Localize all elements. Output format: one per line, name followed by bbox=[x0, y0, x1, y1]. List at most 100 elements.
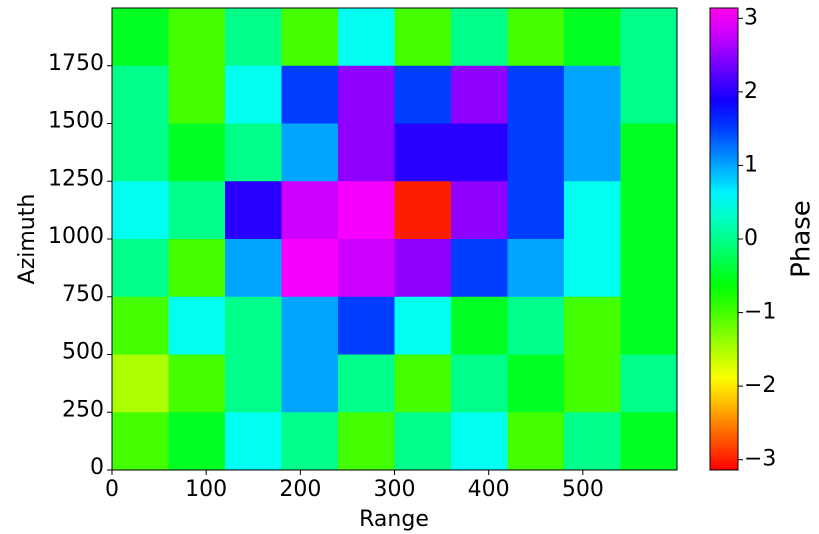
heatmap-cell bbox=[451, 355, 508, 413]
heatmap-cell bbox=[338, 66, 395, 124]
heatmap-cell bbox=[508, 412, 565, 470]
y-tick-label: 500 bbox=[62, 340, 104, 365]
y-tick-label: 1500 bbox=[48, 109, 104, 134]
colorbar-tick-label: −3 bbox=[744, 447, 776, 472]
heatmap-cell bbox=[338, 8, 395, 66]
heatmap-cell bbox=[395, 297, 452, 355]
heatmap bbox=[112, 8, 678, 471]
heatmap-cell bbox=[564, 8, 621, 66]
heatmap-cell bbox=[169, 181, 226, 239]
colorbar-tick-label: 2 bbox=[744, 79, 758, 104]
heatmap-cell bbox=[112, 8, 169, 66]
colorbar-label: Phase bbox=[787, 200, 817, 278]
heatmap-cell bbox=[225, 8, 282, 66]
heatmap-cell bbox=[225, 239, 282, 297]
y-tick-label: 750 bbox=[62, 282, 104, 307]
heatmap-cell bbox=[169, 66, 226, 124]
colorbar-tick-label: −2 bbox=[744, 373, 776, 398]
heatmap-cell bbox=[621, 8, 678, 66]
heatmap-cell bbox=[508, 66, 565, 124]
heatmap-cell bbox=[338, 412, 395, 470]
heatmap-cell bbox=[338, 355, 395, 413]
x-tick-label: 300 bbox=[374, 477, 416, 502]
heatmap-cell bbox=[508, 355, 565, 413]
heatmap-cell bbox=[395, 8, 452, 66]
chart: Range Azimuth Phase 01002003004005000250… bbox=[0, 0, 819, 534]
heatmap-cell bbox=[508, 8, 565, 66]
heatmap-cell bbox=[621, 355, 678, 413]
heatmap-cell bbox=[225, 355, 282, 413]
x-tick-label: 100 bbox=[185, 477, 227, 502]
heatmap-cell bbox=[564, 181, 621, 239]
heatmap-cell bbox=[508, 297, 565, 355]
heatmap-cell bbox=[282, 239, 339, 297]
heatmap-cell bbox=[564, 239, 621, 297]
y-tick-label: 1250 bbox=[48, 166, 104, 191]
heatmap-cell bbox=[282, 66, 339, 124]
heatmap-cell bbox=[169, 412, 226, 470]
y-tick-label: 1750 bbox=[48, 51, 104, 76]
heatmap-cell bbox=[338, 181, 395, 239]
heatmap-cell bbox=[621, 124, 678, 182]
heatmap-cell bbox=[169, 239, 226, 297]
heatmap-cell bbox=[282, 297, 339, 355]
heatmap-cell bbox=[564, 412, 621, 470]
heatmap-cell bbox=[282, 355, 339, 413]
heatmap-cell bbox=[112, 355, 169, 413]
heatmap-cell bbox=[621, 239, 678, 297]
heatmap-cell bbox=[225, 66, 282, 124]
heatmap-cell bbox=[395, 412, 452, 470]
heatmap-cell bbox=[451, 239, 508, 297]
heatmap-cell bbox=[169, 355, 226, 413]
heatmap-cell bbox=[338, 297, 395, 355]
heatmap-cell bbox=[451, 412, 508, 470]
heatmap-cell bbox=[112, 239, 169, 297]
heatmap-cell bbox=[564, 66, 621, 124]
heatmap-cell bbox=[338, 239, 395, 297]
heatmap-cell bbox=[508, 124, 565, 182]
heatmap-cell bbox=[225, 124, 282, 182]
heatmap-cell bbox=[395, 239, 452, 297]
heatmap-cell bbox=[621, 297, 678, 355]
colorbar bbox=[710, 8, 738, 470]
heatmap-cell bbox=[282, 8, 339, 66]
y-axis-label: Azimuth bbox=[15, 194, 40, 285]
heatmap-cell bbox=[621, 66, 678, 124]
heatmap-cell bbox=[112, 412, 169, 470]
heatmap-cell bbox=[112, 181, 169, 239]
heatmap-cell bbox=[564, 124, 621, 182]
heatmap-cell bbox=[338, 124, 395, 182]
colorbar-tick-label: 1 bbox=[744, 152, 758, 177]
heatmap-cell bbox=[225, 297, 282, 355]
heatmap-cell bbox=[169, 297, 226, 355]
colorbar-tick-label: 0 bbox=[744, 226, 758, 251]
heatmap-cell bbox=[621, 412, 678, 470]
y-tick-label: 250 bbox=[62, 397, 104, 422]
heatmap-cell bbox=[564, 355, 621, 413]
heatmap-cell bbox=[112, 124, 169, 182]
heatmap-cell bbox=[282, 412, 339, 470]
heatmap-cell bbox=[225, 412, 282, 470]
colorbar-tick-label: 3 bbox=[744, 5, 758, 30]
heatmap-cell bbox=[451, 66, 508, 124]
heatmap-cell bbox=[395, 181, 452, 239]
heatmap-cell bbox=[395, 124, 452, 182]
heatmap-cell bbox=[451, 297, 508, 355]
heatmap-cell bbox=[169, 8, 226, 66]
heatmap-cell bbox=[112, 66, 169, 124]
heatmap-cell bbox=[395, 66, 452, 124]
colorbar-tick-label: −1 bbox=[744, 300, 776, 325]
x-tick-label: 200 bbox=[279, 477, 321, 502]
y-tick-label: 0 bbox=[90, 455, 104, 480]
heatmap-cell bbox=[451, 181, 508, 239]
x-axis-label: Range bbox=[359, 507, 429, 532]
heatmap-cell bbox=[451, 124, 508, 182]
heatmap-cell bbox=[564, 297, 621, 355]
heatmap-cell bbox=[282, 181, 339, 239]
heatmap-cell bbox=[225, 181, 282, 239]
heatmap-cell bbox=[282, 124, 339, 182]
x-tick-label: 500 bbox=[562, 477, 604, 502]
heatmap-cell bbox=[508, 181, 565, 239]
y-tick-label: 1000 bbox=[48, 224, 104, 249]
x-tick-label: 400 bbox=[468, 477, 510, 502]
